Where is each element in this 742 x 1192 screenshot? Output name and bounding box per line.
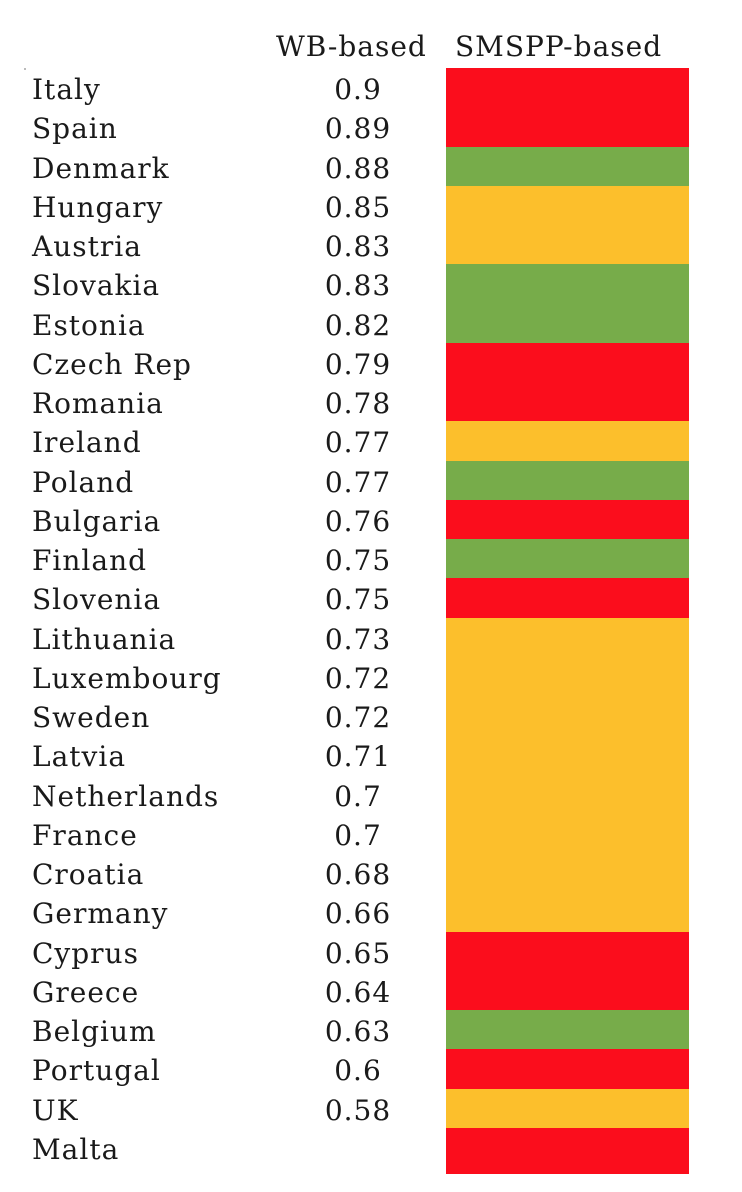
smspp-cell bbox=[446, 539, 689, 579]
wb-value: 0.77 bbox=[324, 426, 392, 460]
column-header-wb: WB-based bbox=[276, 30, 427, 63]
smspp-cell bbox=[446, 303, 689, 344]
smspp-cell bbox=[446, 499, 689, 540]
country-label: Greece bbox=[32, 975, 140, 1009]
wb-value: 0.79 bbox=[324, 347, 392, 381]
country-label: Malta bbox=[32, 1132, 120, 1166]
wb-value: 0.7 bbox=[334, 818, 382, 852]
corner-mark bbox=[24, 68, 26, 70]
country-label: Lithuania bbox=[32, 622, 177, 656]
smspp-cell bbox=[446, 892, 689, 932]
country-label: Latvia bbox=[32, 740, 127, 774]
smspp-cell bbox=[446, 460, 689, 501]
country-label: Belgium bbox=[32, 1015, 157, 1048]
country-label: Hungary bbox=[32, 190, 164, 224]
smspp-cell bbox=[446, 853, 689, 893]
wb-value: 0.76 bbox=[324, 504, 392, 538]
smspp-cell bbox=[446, 813, 689, 854]
country-label: Croatia bbox=[32, 858, 145, 891]
country-label: Bulgaria bbox=[32, 504, 162, 538]
wb-value: 0.82 bbox=[324, 308, 392, 342]
smspp-cell bbox=[446, 1088, 689, 1129]
wb-value: 0.64 bbox=[324, 975, 392, 1009]
wb-value: 0.83 bbox=[324, 230, 392, 263]
wb-value: 0.85 bbox=[324, 190, 392, 224]
wb-value: 0.88 bbox=[324, 151, 392, 185]
wb-value: 0.66 bbox=[324, 897, 392, 931]
smspp-cell bbox=[446, 1127, 689, 1174]
smspp-cell bbox=[446, 696, 689, 736]
wb-value: 0.78 bbox=[324, 387, 392, 420]
smspp-cell bbox=[446, 1049, 689, 1089]
wb-value: 0.75 bbox=[324, 583, 392, 617]
country-label: Austria bbox=[32, 230, 142, 263]
country-label: Czech Rep bbox=[32, 347, 192, 381]
country-label: Estonia bbox=[32, 308, 146, 342]
country-label: Poland bbox=[32, 465, 135, 499]
wb-value: 0.7 bbox=[334, 779, 382, 813]
smspp-cell bbox=[446, 107, 689, 147]
country-label: UK bbox=[32, 1093, 79, 1127]
wb-value: 0.72 bbox=[324, 661, 392, 695]
smspp-cell bbox=[446, 185, 689, 226]
country-label: Finland bbox=[32, 544, 148, 577]
smspp-cell bbox=[446, 342, 689, 383]
country-label: Denmark bbox=[32, 151, 170, 185]
smspp-cell bbox=[446, 264, 689, 304]
country-label: Luxembourg bbox=[32, 661, 222, 695]
smspp-cell bbox=[446, 225, 689, 265]
smspp-cell bbox=[446, 146, 689, 187]
wb-value: 0.9 bbox=[334, 73, 382, 106]
wb-value: 0.58 bbox=[324, 1093, 392, 1127]
country-label: Sweden bbox=[32, 701, 151, 734]
country-label: Portugal bbox=[32, 1054, 161, 1088]
wb-value: 0.72 bbox=[324, 701, 392, 734]
country-label: Romania bbox=[32, 387, 164, 420]
wb-value: 0.73 bbox=[324, 622, 392, 656]
wb-value: 0.77 bbox=[324, 465, 392, 499]
smspp-cell bbox=[446, 421, 689, 461]
smspp-cell bbox=[446, 578, 689, 618]
wb-value: 0.75 bbox=[324, 544, 392, 577]
country-label: Cyprus bbox=[32, 936, 139, 970]
smspp-cell bbox=[446, 970, 689, 1011]
wb-value: 0.89 bbox=[324, 112, 392, 146]
smspp-cell bbox=[446, 656, 689, 697]
country-label: Ireland bbox=[32, 426, 142, 460]
wb-value: 0.83 bbox=[324, 269, 392, 303]
country-label: Slovenia bbox=[32, 583, 162, 617]
smspp-cell bbox=[446, 931, 689, 972]
smspp-cell bbox=[446, 774, 689, 815]
country-label: Italy bbox=[32, 73, 101, 106]
wb-value: 0.65 bbox=[324, 936, 392, 970]
country-label: France bbox=[32, 818, 138, 852]
wb-value: 0.68 bbox=[324, 858, 392, 891]
wb-value: 0.6 bbox=[334, 1054, 382, 1088]
smspp-cell bbox=[446, 382, 689, 422]
smspp-cell bbox=[446, 68, 689, 108]
country-label: Spain bbox=[32, 112, 118, 146]
wb-value: 0.71 bbox=[324, 740, 392, 774]
country-label: Slovakia bbox=[32, 269, 161, 303]
country-label: Germany bbox=[32, 897, 169, 931]
smspp-cell bbox=[446, 1010, 689, 1050]
country-label: Netherlands bbox=[32, 779, 220, 813]
wb-value: 0.63 bbox=[324, 1015, 392, 1048]
column-header-smspp: SMSPP-based bbox=[455, 30, 663, 63]
smspp-cell bbox=[446, 735, 689, 775]
smspp-cell bbox=[446, 617, 689, 658]
